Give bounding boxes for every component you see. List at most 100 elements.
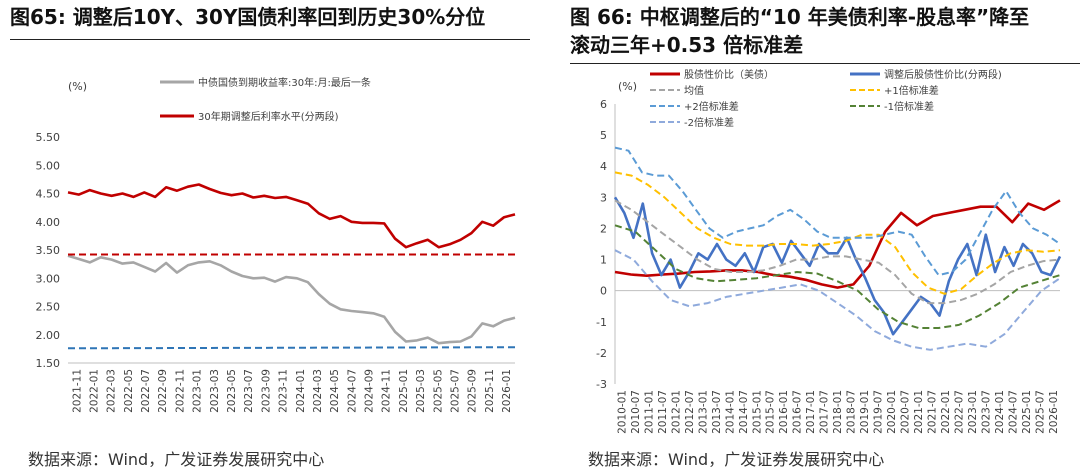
series-line-5 — [614, 224, 1061, 329]
legend-label-3: +1倍标准差 — [884, 84, 939, 97]
right-source-note: 数据来源：Wind，广发证券发展研究中心 — [588, 450, 885, 469]
x-tick-label: 2010-07 — [630, 390, 642, 434]
y-tick-label: 3 — [600, 191, 607, 204]
x-tick-label: 2022-01 — [88, 369, 100, 413]
x-tick-label: 2024-09 — [364, 369, 376, 413]
left-source-note: 数据来源：Wind，广发证券发展研究中心 — [28, 450, 325, 469]
x-tick-label: 2012-07 — [684, 390, 696, 434]
legend-label-6: -2倍标准差 — [684, 116, 734, 129]
x-tick-label: 2023-07 — [243, 369, 255, 413]
x-tick-label: 2024-05 — [329, 369, 341, 413]
x-tick-label: 2026-01 — [501, 369, 513, 413]
y-tick-label: 3.50 — [36, 244, 61, 257]
x-tick-label: 2018-01 — [832, 390, 844, 434]
y-tick-label: -2 — [596, 347, 607, 360]
x-tick-label: 2022-07 — [140, 369, 152, 413]
series-line-6 — [614, 249, 1061, 351]
y-tick-label: 3.00 — [36, 272, 61, 285]
x-tick-label: 2025-11 — [484, 369, 496, 413]
left-chart-title: 图65: 调整后10Y、30Y国债利率回到历史30%分位 — [10, 5, 486, 29]
x-tick-label: 2023-07 — [981, 390, 993, 434]
y-unit-label: (%) — [618, 80, 637, 93]
x-tick-label: 2023-09 — [260, 369, 272, 413]
x-tick-label: 2013-01 — [697, 390, 709, 434]
x-tick-label: 2025-05 — [432, 369, 444, 413]
x-tick-label: 2023-01 — [192, 369, 204, 413]
y-unit-label: (%) — [68, 80, 87, 93]
x-tick-label: 2024-07 — [346, 369, 358, 413]
series-line-1 — [67, 183, 516, 249]
x-tick-label: 2016-01 — [778, 390, 790, 434]
right-figure-panel: 图 66: 中枢调整后的“10 年美债利率-股息率”降至 滚动三年+0.53 倍… — [560, 0, 1080, 475]
y-tick-label: 5.50 — [36, 131, 61, 144]
y-tick-label: 4.00 — [36, 216, 61, 229]
x-tick-label: 2011-01 — [643, 390, 655, 434]
x-tick-label: 2025-07 — [1034, 390, 1046, 434]
y-tick-label: 5 — [600, 129, 607, 142]
y-tick-label: 4 — [600, 160, 607, 173]
legend-label-2: 均值 — [684, 84, 704, 97]
x-tick-label: 2018-07 — [846, 390, 858, 434]
x-tick-label: 2017-01 — [805, 390, 817, 434]
x-tick-label: 2022-01 — [940, 390, 952, 434]
x-tick-label: 2026-01 — [1048, 390, 1060, 434]
x-tick-label: 2019-01 — [859, 390, 871, 434]
x-tick-label: 2022-11 — [174, 369, 186, 413]
x-tick-label: 2020-01 — [886, 390, 898, 434]
y-tick-label: 0 — [600, 285, 607, 298]
x-tick-label: 2016-07 — [792, 390, 804, 434]
x-tick-label: 2010-01 — [616, 390, 628, 434]
left-title-underline — [10, 39, 530, 40]
x-tick-label: 2020-07 — [900, 390, 912, 434]
legend-label-1: 30年期调整后利率水平(分两段) — [198, 110, 339, 123]
x-tick-label: 2025-01 — [398, 369, 410, 413]
series-line-2 — [614, 199, 1061, 305]
x-tick-label: 2025-03 — [415, 369, 427, 413]
legend-label-0: 股债性价比（美债） — [684, 68, 774, 81]
legend-label-5: -1倍标准差 — [884, 100, 934, 113]
x-tick-label: 2024-01 — [295, 369, 307, 413]
x-tick-label: 2021-07 — [927, 390, 939, 434]
x-tick-label: 2011-07 — [657, 390, 669, 434]
series-line-1 — [613, 196, 1062, 336]
x-tick-label: 2022-07 — [954, 390, 966, 434]
series-line-3 — [67, 346, 516, 350]
x-tick-label: 2015-07 — [765, 390, 777, 434]
y-tick-label: 5.00 — [36, 159, 61, 172]
x-tick-label: 2017-07 — [819, 390, 831, 434]
right-chart-title-line2: 滚动三年+0.53 倍标准差 — [570, 33, 804, 57]
y-tick-label: 1 — [600, 254, 607, 267]
y-tick-label: 2.00 — [36, 329, 61, 342]
x-tick-label: 2022-09 — [157, 369, 169, 413]
x-tick-label: 2025-07 — [450, 369, 462, 413]
x-tick-label: 2019-07 — [873, 390, 885, 434]
x-tick-label: 2025-09 — [467, 369, 479, 413]
legend-label-0: 中债国债到期收益率:30年:月:最后一条 — [198, 76, 371, 89]
x-tick-label: 2012-01 — [670, 390, 682, 434]
x-tick-label: 2021-11 — [71, 369, 83, 413]
y-tick-label: 1.50 — [36, 357, 61, 370]
x-tick-label: 2022-05 — [123, 369, 135, 413]
x-tick-label: 2023-05 — [226, 369, 238, 413]
series-line-0 — [67, 254, 516, 345]
legend-label-4: +2倍标准差 — [684, 100, 739, 113]
right-chart-title-line1: 图 66: 中枢调整后的“10 年美债利率-股息率”降至 — [570, 5, 1030, 29]
x-tick-label: 2014-01 — [724, 390, 736, 434]
y-tick-label: -3 — [596, 378, 607, 391]
legend-label-1: 调整后股债性价比(分两段) — [884, 68, 1002, 81]
series-line-4 — [614, 146, 1061, 277]
x-tick-label: 2025-01 — [1021, 390, 1033, 434]
x-tick-label: 2023-11 — [278, 369, 290, 413]
x-tick-label: 2013-07 — [711, 390, 723, 434]
x-tick-label: 2021-01 — [913, 390, 925, 434]
y-tick-label: 4.50 — [36, 188, 61, 201]
x-tick-label: 2022-03 — [106, 369, 118, 413]
x-tick-label: 2024-03 — [312, 369, 324, 413]
x-tick-label: 2023-01 — [967, 390, 979, 434]
left-line-chart: (%) 1.50 2.00 2.50 3.00 3.50 4.00 4.50 5.00 5.50… — [36, 76, 516, 413]
x-tick-label: 2024-07 — [1007, 390, 1019, 434]
y-tick-label: 2.50 — [36, 301, 61, 314]
right-title-underline — [570, 63, 1080, 64]
y-tick-label: 2 — [600, 222, 607, 235]
